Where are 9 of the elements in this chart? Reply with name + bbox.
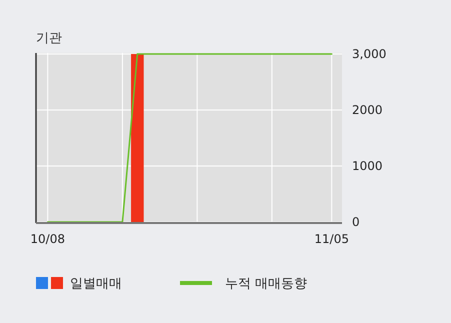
y-tick-label: 0 (352, 215, 360, 230)
x-tick-label: 11/05 (314, 232, 349, 246)
legend-label: 일별매매 (70, 276, 122, 292)
y-tick-label: 3,000 (352, 47, 386, 62)
y-tick-label: 2000 (352, 103, 383, 118)
chart-title: 기관 (36, 31, 62, 46)
x-tick-label: 10/08 (30, 232, 65, 246)
y-tick-label: 1000 (352, 159, 383, 174)
legend-label: 누적 매매동향 (225, 276, 308, 292)
